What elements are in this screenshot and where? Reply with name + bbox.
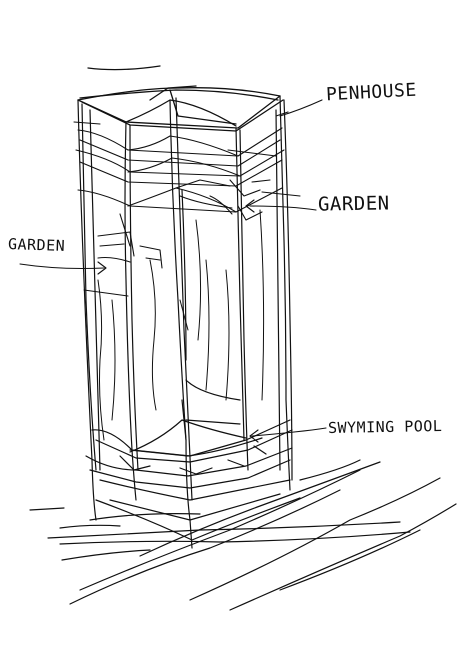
body-contours — [83, 209, 265, 441]
penthouse-bands — [73, 121, 285, 197]
garden-left-leader — [19, 263, 105, 270]
ground-lines — [29, 459, 457, 611]
pool-level — [85, 379, 301, 549]
pool-leader — [251, 427, 327, 437]
garden-label-right: GARDEN — [317, 192, 390, 216]
garden-level — [77, 179, 301, 269]
garden-right-leader — [249, 205, 317, 211]
leader-lines — [19, 99, 327, 443]
tower-edges — [77, 95, 293, 521]
swimming-pool-label: SWYMING POOL — [327, 417, 443, 437]
penthouse-leader — [279, 99, 323, 117]
garden-label-left: GARDEN — [7, 235, 66, 255]
roof-outline — [77, 65, 284, 132]
